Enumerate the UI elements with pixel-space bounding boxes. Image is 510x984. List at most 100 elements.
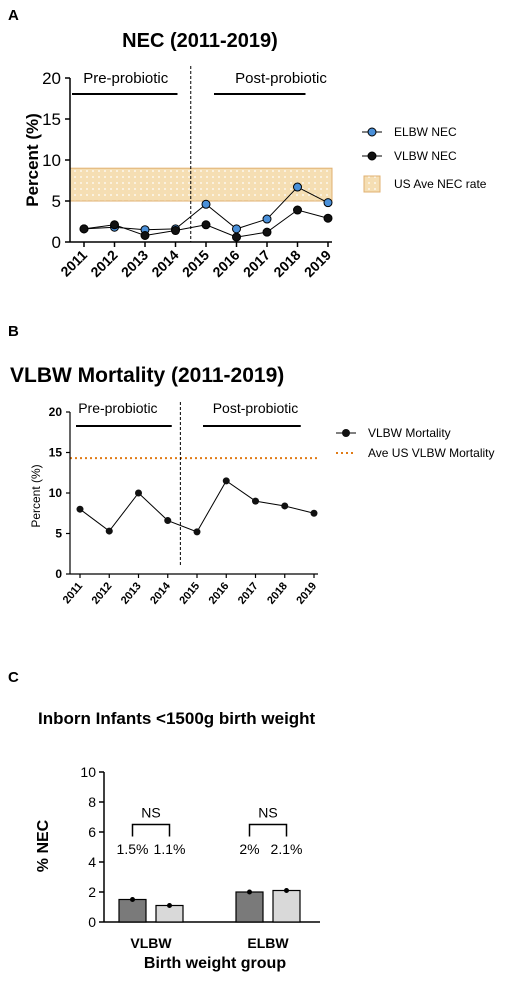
x-tick-label: 2015 (177, 580, 202, 606)
panel-label-c: C (8, 669, 19, 686)
legend-label-band: US Ave NEC rate (394, 177, 487, 191)
y-tick-label: 20 (49, 405, 63, 419)
legend-marker-elbw (367, 127, 377, 137)
x-tick-label: 2017 (236, 580, 261, 606)
panel-c: C Inborn Infants <1500g birth weight % N… (0, 660, 510, 984)
y-tick-label: 20 (42, 69, 61, 88)
period-label-pre: Pre-probiotic (83, 70, 169, 87)
x-tick-label: 2017 (240, 247, 273, 280)
x-tick-label: 2013 (119, 580, 144, 606)
series-point-1 (140, 230, 150, 240)
category-label-elbw: ELBW (247, 935, 289, 951)
x-tick-label: 2012 (90, 580, 115, 606)
period-label-post: Post-probiotic (213, 400, 299, 416)
x-tick-label: 2019 (294, 580, 319, 606)
series-point-mortality (281, 502, 289, 510)
value-label-vlbw-1: 1.1% (154, 841, 186, 857)
y-tick-label: 15 (49, 446, 63, 460)
y-tick-label: 4 (88, 854, 96, 870)
y-tick-label: 10 (49, 486, 63, 500)
significance-label-elbw: NS (258, 805, 277, 821)
bar-vlbw-0 (118, 898, 147, 923)
series-point-1 (110, 220, 119, 230)
series-point-0 (323, 198, 333, 208)
x-tick-label: 2018 (265, 580, 290, 606)
bar-dot-elbw-0 (247, 889, 252, 895)
series-point-0 (262, 214, 272, 224)
panel-label-a: A (8, 7, 19, 24)
period-label-post: Post-probiotic (235, 70, 327, 87)
chart-title: VLBW Mortality (2011-2019) (10, 364, 284, 387)
x-tick-label: 2014 (148, 247, 181, 280)
panel-b: B VLBW Mortality (2011-2019) Percent (%)… (0, 320, 510, 660)
y-tick-label: 6 (88, 824, 96, 840)
x-axis-label: Birth weight group (144, 955, 286, 972)
x-tick-label: 2011 (61, 580, 86, 606)
chart-title: Inborn Infants <1500g birth weight (38, 709, 316, 728)
series-point-1 (171, 226, 180, 236)
series-point-1 (232, 232, 241, 242)
series-point-mortality (193, 528, 201, 536)
series-point-1 (262, 227, 272, 237)
y-axis-label: Percent (%) (23, 113, 42, 207)
series-point-mortality (222, 477, 230, 485)
y-tick-label: 5 (55, 527, 62, 541)
panel-a: A NEC (2011-2019) Percent (%) 0 5 10 15 20 20… (0, 0, 510, 320)
y-tick-label: 10 (42, 151, 61, 170)
y-tick-label: 2 (88, 884, 96, 900)
significance-bracket-vlbw (131, 823, 171, 837)
category-label-vlbw: VLBW (130, 935, 172, 951)
bar-dot-elbw-1 (284, 888, 289, 893)
legend-label-elbw: ELBW NEC (394, 125, 457, 139)
bar-dot-vlbw-1 (167, 903, 172, 908)
series-point-1 (293, 205, 302, 215)
x-tick-label: 2018 (270, 247, 303, 280)
x-tick-label: 2011 (57, 247, 90, 280)
legend-label-vlbw: VLBW NEC (394, 149, 457, 163)
legend-label-reference: Ave US VLBW Mortality (368, 446, 494, 460)
series-point-mortality (76, 505, 84, 513)
y-tick-label: 15 (42, 110, 61, 129)
significance-label-vlbw: NS (141, 805, 160, 821)
series-point-mortality (105, 527, 113, 535)
legend-marker-vlbw (367, 151, 377, 161)
series-point-mortality (164, 517, 172, 525)
mortality-chart: B VLBW Mortality (2011-2019) Percent (%)… (8, 323, 494, 607)
bar-chart: C Inborn Infants <1500g birth weight % N… (8, 669, 320, 972)
x-tick-label: 2019 (301, 247, 334, 280)
x-tick-label: 2013 (118, 247, 151, 280)
legend-swatch-band (363, 175, 381, 193)
series-point-1 (201, 220, 211, 230)
significance-bracket-elbw (248, 823, 288, 837)
series-point-1 (79, 224, 89, 234)
x-tick-label: 2016 (207, 580, 232, 606)
y-axis-label: Percent (%) (29, 464, 43, 527)
series-point-0 (201, 199, 211, 209)
x-tick-label: 2012 (87, 247, 120, 280)
y-tick-label: 0 (52, 233, 61, 252)
y-tick-label: 10 (80, 764, 96, 780)
panel-label-b: B (8, 323, 19, 340)
bar-elbw-0 (235, 891, 264, 923)
y-tick-label: 8 (88, 794, 96, 810)
y-tick-label: 0 (55, 567, 62, 581)
legend-marker-mortality (342, 429, 350, 437)
legend-label-mortality: VLBW Mortality (368, 426, 451, 440)
series-point-1 (323, 213, 333, 223)
y-tick-label: 5 (52, 192, 61, 211)
y-axis-label: % NEC (35, 819, 52, 872)
x-tick-label: 2014 (148, 580, 173, 607)
series-point-mortality (252, 497, 259, 505)
period-label-pre: Pre-probiotic (78, 400, 157, 416)
series-point-mortality (310, 509, 318, 517)
x-tick-label: 2015 (179, 247, 212, 280)
value-label-vlbw-0: 1.5% (117, 841, 149, 857)
bar-dot-vlbw-0 (130, 897, 135, 902)
y-tick-label: 0 (88, 914, 96, 930)
chart-title: NEC (2011-2019) (122, 30, 278, 52)
series-point-0 (293, 182, 302, 192)
us-average-band (69, 167, 333, 202)
bar-elbw-1 (272, 889, 301, 923)
series-line-mortality (79, 480, 315, 533)
value-label-elbw-1: 2.1% (271, 841, 303, 857)
